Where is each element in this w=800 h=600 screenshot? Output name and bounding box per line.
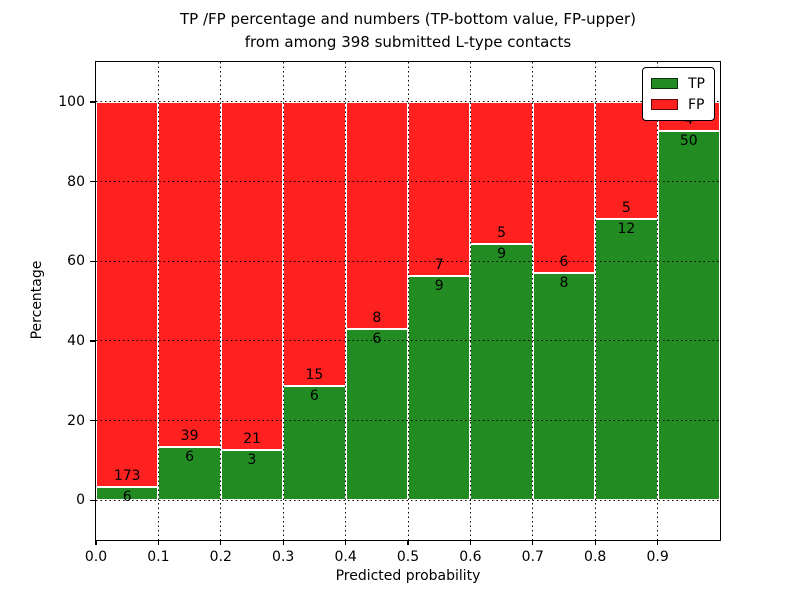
tp-count-label: 9 [434, 278, 444, 295]
y-tick-label: 60 [67, 253, 85, 270]
tp-count-label: 50 [679, 133, 698, 150]
x-tick [157, 540, 160, 545]
fp-legend-label: FP [688, 96, 705, 113]
x-tick [345, 540, 347, 545]
x-tick [657, 540, 659, 545]
fp-bar-segment [220, 101, 284, 451]
fp-count-label: 39 [180, 428, 199, 445]
y-tick-label: 80 [67, 173, 85, 190]
y-tick [89, 419, 95, 422]
y-tick [89, 260, 95, 262]
y-tick [89, 101, 95, 103]
tp-count-label: 6 [372, 331, 382, 348]
tp-bar-segment [595, 218, 658, 501]
tp-bar-segment [408, 276, 471, 501]
fp-bar-segment [345, 101, 408, 330]
y-tick-label: 100 [58, 93, 85, 110]
x-tick-label: 0.7 [521, 549, 544, 565]
tp-bar-segment [96, 486, 159, 501]
y-axis-label: Percentage [29, 260, 45, 340]
x-tick [407, 540, 409, 545]
y-tick-label: 40 [67, 332, 85, 349]
tp-bar-segment [657, 131, 720, 501]
tp-count-label: 12 [617, 220, 636, 237]
x-tick-label: 0.6 [459, 549, 482, 565]
chart-title-line1: TP /FP percentage and numbers (TP-bottom… [180, 10, 636, 28]
tp-bar-segment [345, 329, 408, 501]
x-tick-label: 0.4 [334, 549, 357, 565]
y-tick [89, 340, 95, 342]
fp-count-label: 173 [113, 467, 141, 484]
legend-entry-fp: FP [651, 94, 705, 115]
x-tick-label: 0.2 [209, 549, 232, 565]
vertical-gridline [220, 62, 222, 540]
vertical-gridline [657, 62, 659, 540]
fp-count-label: 8 [372, 310, 382, 327]
tp-legend-swatch [651, 78, 678, 89]
plot-area: TP FP 1736396213156867959685124500204060… [58, 61, 721, 565]
vertical-gridline [157, 62, 159, 540]
tp-bar-segment [283, 386, 346, 501]
legend: TP FP [642, 67, 715, 121]
fp-legend-swatch [651, 99, 678, 110]
x-tick-label: 0.5 [396, 549, 420, 565]
chart-title: TP /FP percentage and numbers (TP-bottom… [96, 8, 720, 54]
fp-bar-segment [408, 101, 471, 277]
fp-bar-segment [532, 101, 596, 273]
x-tick-label: 0.1 [147, 549, 170, 565]
x-tick [220, 540, 222, 545]
x-axis-label: Predicted probability [335, 568, 481, 584]
tp-bar-segment [158, 447, 221, 501]
fp-count-label: 15 [305, 367, 324, 384]
x-tick [532, 540, 534, 545]
vertical-gridline [532, 62, 534, 540]
vertical-gridline [345, 62, 347, 540]
fp-bar-segment [283, 101, 346, 387]
tp-count-label: 9 [497, 246, 507, 263]
tp-legend-label: TP [688, 75, 705, 92]
x-tick-label: 0.3 [272, 549, 295, 565]
x-tick [282, 540, 284, 545]
fp-count-label: 21 [243, 431, 261, 448]
tp-count-label: 3 [247, 452, 257, 469]
fp-count-label: 7 [434, 257, 444, 274]
chart-title-line2: from among 398 submitted L-type contacts [244, 33, 572, 51]
x-tick [469, 540, 472, 545]
y-tick-label: 20 [67, 412, 85, 429]
fp-count-label: 6 [559, 253, 569, 270]
vertical-gridline [407, 62, 409, 540]
tp-bar-segment [532, 272, 596, 501]
x-tick-label: 0.8 [584, 549, 607, 565]
fp-count-label: 5 [497, 225, 507, 242]
tp-count-label: 8 [559, 274, 569, 291]
fp-count-label: 5 [621, 199, 631, 216]
tp-count-label: 6 [122, 488, 132, 505]
vertical-gridline [469, 62, 471, 540]
x-tick [95, 540, 97, 545]
x-tick-label: 0.0 [84, 549, 108, 565]
tp-count-label: 6 [309, 388, 319, 405]
vertical-gridline [282, 62, 284, 540]
tp-count-label: 6 [185, 449, 195, 466]
y-tick [89, 180, 95, 183]
y-tick-label: 0 [76, 492, 85, 509]
vertical-gridline [594, 62, 596, 540]
fp-bar-segment [470, 101, 533, 245]
x-tick [594, 540, 596, 545]
fp-bar-segment [158, 101, 221, 448]
fp-bar-segment [595, 101, 658, 219]
y-tick [89, 499, 95, 501]
x-tick-label: 0.9 [646, 549, 669, 565]
tp-bar-segment [470, 244, 533, 501]
fp-bar-segment [96, 101, 159, 487]
legend-entry-tp: TP [651, 73, 705, 94]
